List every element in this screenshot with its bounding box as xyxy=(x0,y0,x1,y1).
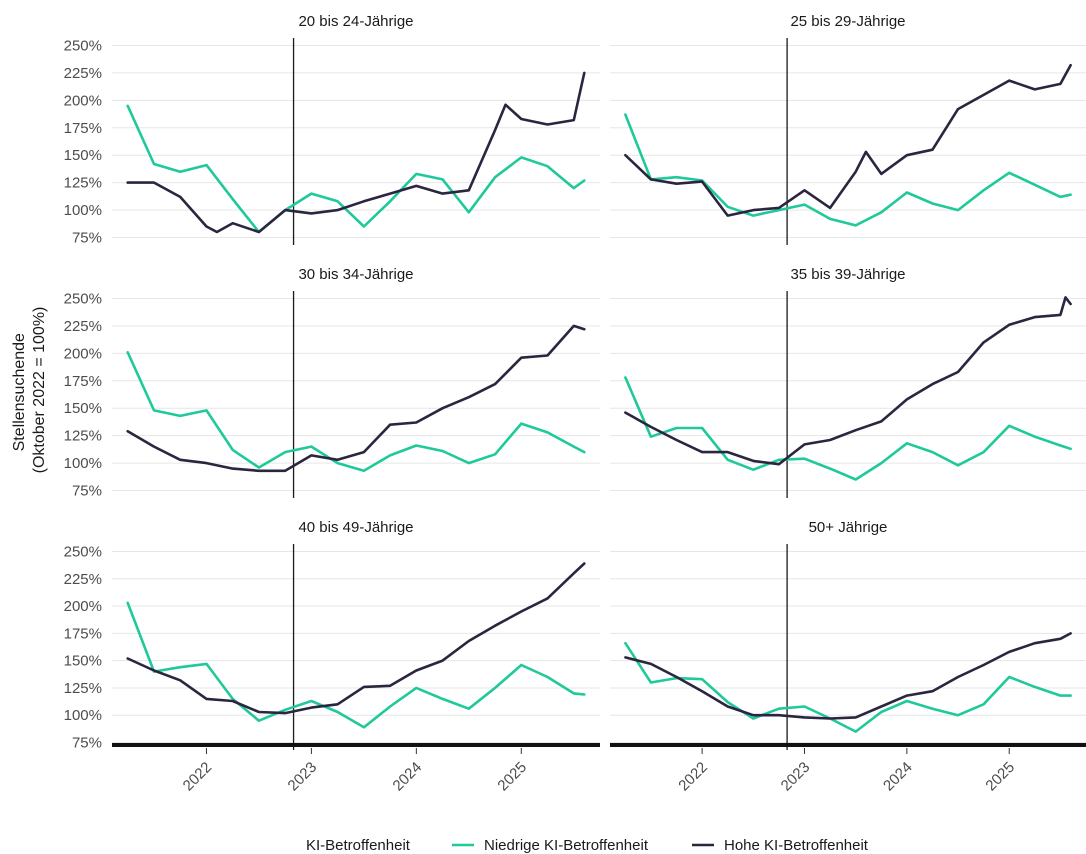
panel-1: 20 bis 24-Jährige 75% 100% 125% 150% 175% 200%… xyxy=(64,13,600,247)
y-tick-label: 150% xyxy=(64,147,102,164)
panel-6: 50+ Jährige 2022 2023 2024 2025 xyxy=(610,519,1086,794)
series-line-high xyxy=(126,562,586,715)
y-tick-label: 175% xyxy=(64,625,102,642)
legend-label-low: Niedrige KI-Betroffenheit xyxy=(484,837,649,854)
series-line-low xyxy=(126,104,586,234)
y-tick-label: 225% xyxy=(64,571,102,588)
series-line-high xyxy=(624,296,1072,466)
y-tick-label: 250% xyxy=(64,37,102,54)
panel-title: 40 bis 49-Jährige xyxy=(298,519,413,536)
y-tick-label: 100% xyxy=(64,202,102,219)
y-tick-label: 75% xyxy=(72,735,102,752)
y-tick-label: 150% xyxy=(64,653,102,670)
series-line-low xyxy=(126,351,586,473)
x-tick-label: 2022 xyxy=(675,759,711,795)
panel-4: 35 bis 39-Jährige xyxy=(610,266,1086,498)
series-line-low xyxy=(624,376,1072,481)
y-tick-label: 250% xyxy=(64,543,102,560)
x-tick-label: 2022 xyxy=(180,759,216,795)
legend-label-high: Hohe KI-Betroffenheit xyxy=(724,837,869,854)
series-line-low xyxy=(624,641,1072,733)
y-tick-label: 225% xyxy=(64,318,102,335)
y-axis-title: Stellensuchende (Oktober 2022 = 100%) xyxy=(11,307,48,474)
panel-title: 50+ Jährige xyxy=(809,519,888,536)
y-tick-label: 125% xyxy=(64,175,102,192)
y-tick-label: 100% xyxy=(64,707,102,724)
panel-2: 25 bis 29-Jährige xyxy=(610,13,1086,245)
y-tick-label: 175% xyxy=(64,120,102,137)
y-axis-title-line-1: Stellensuchende xyxy=(11,333,28,451)
y-tick-label: 250% xyxy=(64,290,102,307)
x-tick-label: 2024 xyxy=(390,759,426,795)
x-tick-label: 2023 xyxy=(285,759,321,795)
series-line-high xyxy=(126,71,586,234)
y-tick-label: 225% xyxy=(64,65,102,82)
y-tick-label: 75% xyxy=(72,230,102,247)
y-tick-label: 200% xyxy=(64,345,102,362)
y-tick-label: 125% xyxy=(64,428,102,445)
series-line-low xyxy=(126,601,586,729)
series-line-low xyxy=(624,113,1072,227)
series-line-high xyxy=(624,632,1072,720)
legend: KI-Betroffenheit Niedrige KI-Betroffenhe… xyxy=(306,837,869,854)
y-tick-label: 100% xyxy=(64,455,102,472)
y-tick-label: 200% xyxy=(64,92,102,109)
series-line-high xyxy=(624,63,1072,217)
y-axis-title-line-2: (Oktober 2022 = 100%) xyxy=(31,307,48,474)
y-tick-label: 125% xyxy=(64,680,102,697)
series-line-high xyxy=(126,324,586,473)
panel-title: 20 bis 24-Jährige xyxy=(298,13,413,30)
chart-panels: 20 bis 24-Jährige 75% 100% 125% 150% 175% 200%… xyxy=(64,13,1086,794)
y-tick-label: 200% xyxy=(64,598,102,615)
legend-title: KI-Betroffenheit xyxy=(306,837,411,854)
panel-title: 35 bis 39-Jährige xyxy=(790,266,905,283)
y-tick-label: 150% xyxy=(64,400,102,417)
x-tick-label: 2024 xyxy=(880,759,916,795)
y-tick-label: 75% xyxy=(72,483,102,500)
x-tick-label: 2025 xyxy=(982,759,1018,795)
x-tick-label: 2023 xyxy=(778,759,814,795)
x-tick-label: 2025 xyxy=(494,759,530,795)
panel-title: 25 bis 29-Jährige xyxy=(790,13,905,30)
panel-5: 40 bis 49-Jährige 75% 100% 125% 150% 175% 200%… xyxy=(64,519,600,794)
y-tick-label: 175% xyxy=(64,373,102,390)
panel-title: 30 bis 34-Jährige xyxy=(298,266,413,283)
panel-3: 30 bis 34-Jährige 75% 100% 125% 150% 175% 200%… xyxy=(64,266,600,500)
